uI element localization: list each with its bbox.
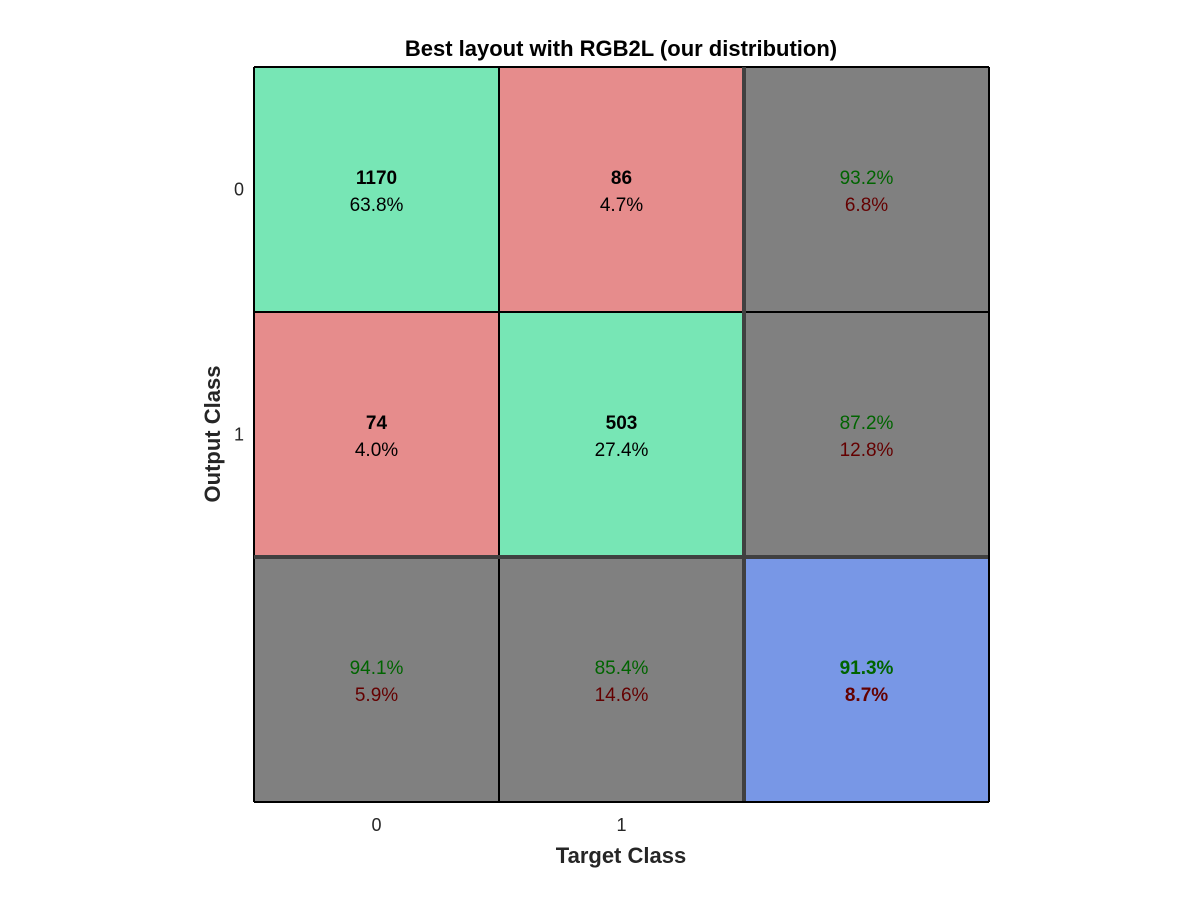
- matrix-cell: 94.1% 5.9%: [254, 557, 499, 802]
- cell-value-secondary: 63.8%: [350, 195, 404, 216]
- cell-value-primary: 74: [366, 413, 388, 434]
- x-tick-label: 0: [371, 815, 381, 835]
- matrix-cell: 91.3% 8.7%: [744, 557, 989, 802]
- matrix-cell: 93.2% 6.8%: [744, 67, 989, 312]
- cell-background: [254, 67, 499, 312]
- x-tick-label: 1: [616, 815, 626, 835]
- chart-title: Best layout with RGB2L (our distribution…: [405, 36, 837, 61]
- cell-value-secondary: 12.8%: [840, 440, 894, 461]
- cell-value-primary: 87.2%: [840, 413, 894, 434]
- y-tick-label: 0: [234, 180, 244, 200]
- cell-background: [499, 312, 744, 557]
- x-axis-label: Target Class: [556, 843, 686, 868]
- y-tick-label: 1: [234, 425, 244, 445]
- cell-background: [499, 557, 744, 802]
- cell-background: [744, 557, 989, 802]
- matrix-cell: 503 27.4%: [499, 312, 744, 557]
- cell-value-primary: 86: [611, 168, 632, 189]
- matrix-cell: 1170 63.8%: [254, 67, 499, 312]
- cell-value-secondary: 14.6%: [595, 685, 649, 706]
- matrix-grid: [253, 66, 990, 803]
- cell-value-secondary: 4.0%: [355, 440, 398, 461]
- matrix-cell: 87.2% 12.8%: [744, 312, 989, 557]
- cell-background: [499, 67, 744, 312]
- cell-value-primary: 93.2%: [840, 168, 894, 189]
- axis-ticks: 0 1 0 1: [234, 180, 627, 836]
- cell-value-secondary: 8.7%: [845, 685, 888, 706]
- cell-background: [254, 312, 499, 557]
- matrix-cells: 1170 63.8% 86 4.7% 74 4.0% 503 27.4% 93.2% 6.8% 87…: [254, 67, 989, 802]
- cell-value-secondary: 5.9%: [355, 685, 398, 706]
- cell-value-primary: 85.4%: [595, 658, 649, 679]
- cell-background: [744, 312, 989, 557]
- cell-background: [744, 67, 989, 312]
- cell-value-primary: 91.3%: [840, 658, 894, 679]
- cell-value-secondary: 27.4%: [595, 440, 649, 461]
- matrix-cell: 85.4% 14.6%: [499, 557, 744, 802]
- cell-value-secondary: 4.7%: [600, 195, 643, 216]
- matrix-cell: 86 4.7%: [499, 67, 744, 312]
- cell-value-primary: 1170: [356, 168, 397, 189]
- cell-value-primary: 94.1%: [350, 658, 404, 679]
- matrix-cell: 74 4.0%: [254, 312, 499, 557]
- cell-value-secondary: 6.8%: [845, 195, 888, 216]
- cell-value-primary: 503: [606, 413, 638, 434]
- y-axis-label: Output Class: [200, 366, 225, 503]
- cell-background: [254, 557, 499, 802]
